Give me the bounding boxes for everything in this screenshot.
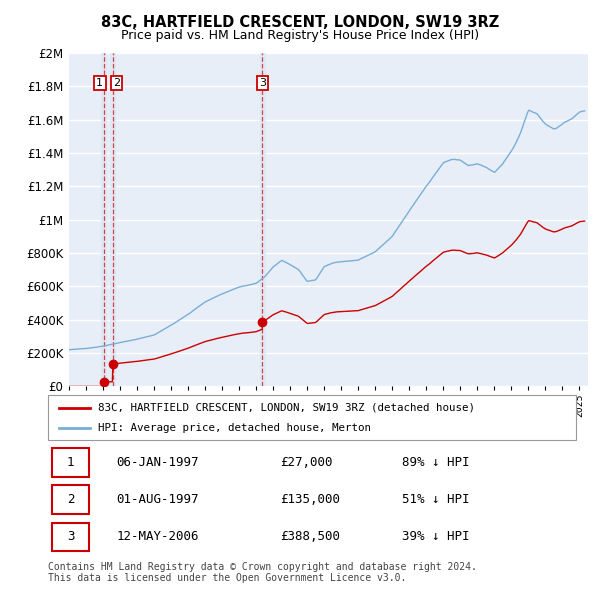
Bar bbox=[101, 53, 106, 386]
Text: 12-MAY-2006: 12-MAY-2006 bbox=[116, 530, 199, 543]
Text: £388,500: £388,500 bbox=[280, 530, 340, 543]
Text: 89% ↓ HPI: 89% ↓ HPI bbox=[402, 456, 469, 469]
Text: 2: 2 bbox=[67, 493, 74, 506]
Text: 83C, HARTFIELD CRESCENT, LONDON, SW19 3RZ: 83C, HARTFIELD CRESCENT, LONDON, SW19 3R… bbox=[101, 15, 499, 30]
Bar bbox=[110, 53, 115, 386]
Text: Price paid vs. HM Land Registry's House Price Index (HPI): Price paid vs. HM Land Registry's House … bbox=[121, 30, 479, 42]
Text: 83C, HARTFIELD CRESCENT, LONDON, SW19 3RZ (detached house): 83C, HARTFIELD CRESCENT, LONDON, SW19 3R… bbox=[98, 403, 475, 412]
Text: 3: 3 bbox=[259, 78, 266, 88]
Bar bbox=[260, 53, 265, 386]
FancyBboxPatch shape bbox=[52, 486, 89, 514]
Text: 3: 3 bbox=[67, 530, 74, 543]
FancyBboxPatch shape bbox=[52, 448, 89, 477]
Text: 2: 2 bbox=[113, 78, 120, 88]
Text: £135,000: £135,000 bbox=[280, 493, 340, 506]
Text: 1: 1 bbox=[67, 456, 74, 469]
Text: 1: 1 bbox=[96, 78, 103, 88]
Text: Contains HM Land Registry data © Crown copyright and database right 2024.
This d: Contains HM Land Registry data © Crown c… bbox=[48, 562, 477, 584]
Text: 01-AUG-1997: 01-AUG-1997 bbox=[116, 493, 199, 506]
FancyBboxPatch shape bbox=[48, 395, 576, 440]
FancyBboxPatch shape bbox=[52, 523, 89, 551]
Text: 51% ↓ HPI: 51% ↓ HPI bbox=[402, 493, 469, 506]
Text: £27,000: £27,000 bbox=[280, 456, 333, 469]
Text: 39% ↓ HPI: 39% ↓ HPI bbox=[402, 530, 469, 543]
Text: 06-JAN-1997: 06-JAN-1997 bbox=[116, 456, 199, 469]
Text: HPI: Average price, detached house, Merton: HPI: Average price, detached house, Mert… bbox=[98, 423, 371, 433]
